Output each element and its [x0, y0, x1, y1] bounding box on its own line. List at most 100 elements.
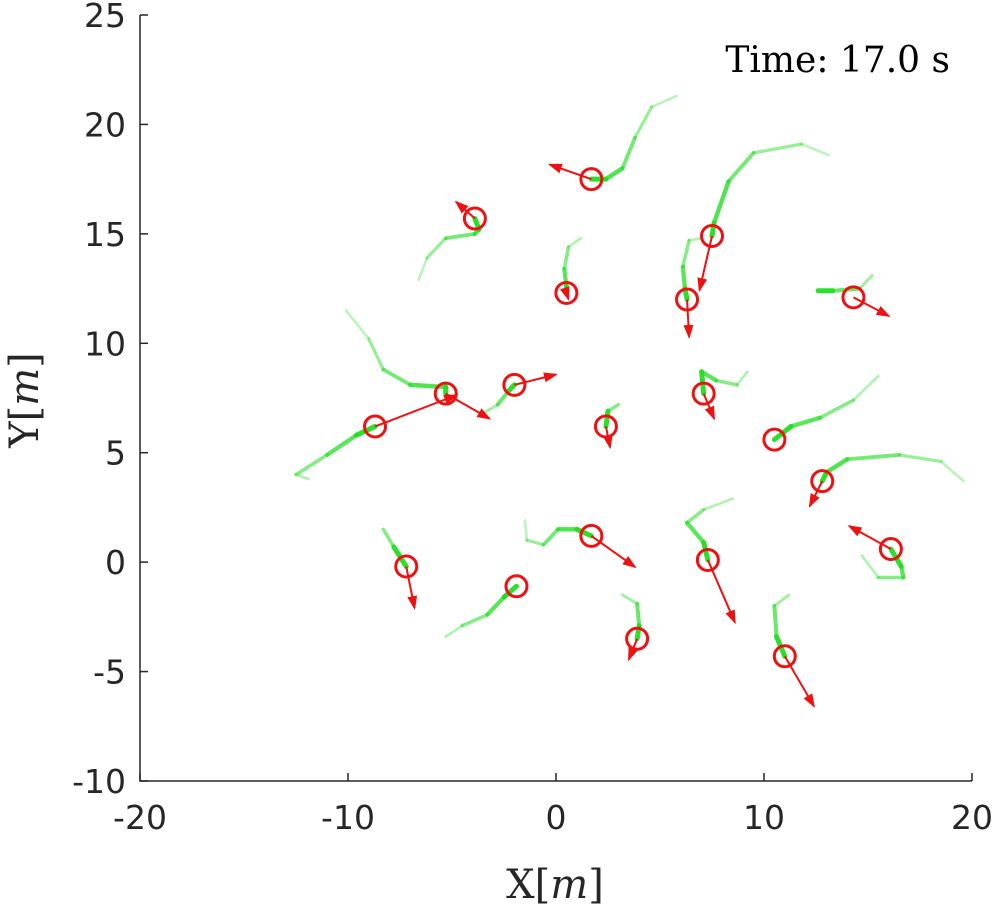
trail-segment — [681, 238, 691, 269]
agent-5-marker — [554, 280, 579, 305]
trail-segment — [897, 453, 943, 464]
y-tick-label: 15 — [84, 215, 126, 254]
agent-19-marker — [625, 626, 650, 651]
agent-6-marker — [841, 285, 866, 310]
trail-segment — [702, 497, 735, 511]
trail-segment — [574, 526, 594, 539]
agent-9-marker — [363, 414, 388, 439]
y-tick-label: -10 — [72, 762, 126, 801]
agent-15-trail — [684, 497, 735, 563]
agent-4-velocity-arrow — [683, 299, 694, 339]
trail-segment — [344, 309, 371, 341]
trail-segment — [541, 527, 560, 547]
trail-segment — [633, 105, 654, 140]
trail-segment — [650, 94, 678, 109]
trail-segment — [687, 236, 703, 242]
time-label: Time: 17.0 s — [725, 40, 950, 81]
trail-segment — [501, 583, 519, 600]
trail-segment — [525, 538, 546, 547]
trail-segment — [772, 593, 791, 608]
axis-lines — [139, 15, 972, 782]
trail-segment — [751, 142, 804, 155]
trail-segment — [425, 236, 448, 260]
trail-segment — [701, 539, 711, 563]
agent-18-trail — [444, 583, 519, 638]
agent-1-marker — [579, 167, 604, 192]
trail-segment — [621, 593, 639, 606]
trail-segment — [824, 457, 850, 475]
agents — [363, 163, 903, 708]
trail-segment — [818, 398, 856, 420]
agent-6-trail — [815, 273, 874, 294]
trail-segment — [735, 370, 749, 387]
trail-segment — [443, 231, 477, 241]
agent-9-velocity-arrow — [374, 394, 459, 428]
x-tick-label: -20 — [113, 798, 167, 837]
x-axis-label: X[m] — [506, 862, 604, 908]
trail-segment — [481, 403, 500, 415]
agent-20-marker — [772, 644, 797, 669]
agent-2-trail — [417, 216, 482, 282]
trail-segment — [603, 408, 611, 429]
agent-17-marker — [394, 554, 419, 579]
agent-16-velocity-arrow — [847, 525, 892, 550]
agent-13-marker — [810, 469, 835, 494]
trail-segment — [684, 520, 706, 545]
agent-17-velocity-arrow — [405, 566, 418, 611]
agent-1-velocity-arrow — [547, 163, 592, 181]
agent-12-trail — [771, 374, 880, 443]
agent-3-marker — [700, 224, 724, 249]
x-tick-label: 10 — [743, 798, 785, 837]
agent-2-velocity-arrow — [454, 200, 476, 220]
trail-segment — [620, 135, 637, 171]
agent-8-trail — [481, 382, 517, 415]
trail-segment — [819, 469, 829, 484]
trail-segment — [485, 595, 507, 617]
agent-6-velocity-arrow — [852, 296, 891, 317]
agent-11-trail — [603, 402, 621, 429]
trail-segment — [939, 460, 965, 483]
y-tick-label: 20 — [84, 105, 126, 144]
agent-5-velocity-arrow — [559, 286, 570, 302]
y-tick-label: 0 — [105, 543, 126, 582]
agent-17-trail — [381, 527, 409, 570]
trail-segment — [460, 612, 490, 628]
trail-segment — [562, 245, 571, 271]
agent-10-marker — [691, 381, 716, 406]
trail-segment — [444, 624, 464, 638]
x-tick-label: -10 — [321, 798, 375, 837]
trail-segment — [567, 236, 583, 249]
trail-segment — [788, 415, 823, 429]
y-tick-label: 10 — [84, 324, 126, 363]
trail-segment — [852, 374, 880, 402]
trail-segment — [505, 382, 517, 394]
agent-20-velocity-arrow — [783, 655, 815, 708]
y-tick-label: 5 — [105, 434, 126, 473]
trail-segment — [845, 453, 902, 462]
agent-10-velocity-arrow — [702, 393, 716, 421]
agent-13-trail — [819, 453, 965, 484]
agent-14-velocity-arrow — [590, 535, 637, 569]
agent-4-marker — [675, 287, 700, 312]
agent-8-marker — [502, 372, 527, 397]
y-tick-label: -5 — [93, 653, 126, 692]
trail-segment — [800, 142, 830, 157]
agent-3-trail — [709, 142, 830, 239]
agent-16-marker — [878, 537, 903, 562]
agent-14-marker — [579, 523, 604, 548]
trail-segment — [603, 165, 625, 182]
agent-15-marker — [695, 547, 720, 572]
trail-segment — [726, 150, 756, 184]
trail-segment — [635, 601, 642, 628]
trail-segment — [325, 433, 359, 458]
x-tick-label: 0 — [546, 798, 567, 837]
agent-1-trail — [588, 94, 678, 182]
trail-segment — [523, 519, 529, 542]
trail-segment — [417, 256, 429, 282]
y-axis-label: Y[m] — [2, 352, 48, 449]
trail-segment — [858, 273, 874, 291]
trail-segment — [711, 179, 731, 226]
trail-segment — [680, 264, 688, 291]
